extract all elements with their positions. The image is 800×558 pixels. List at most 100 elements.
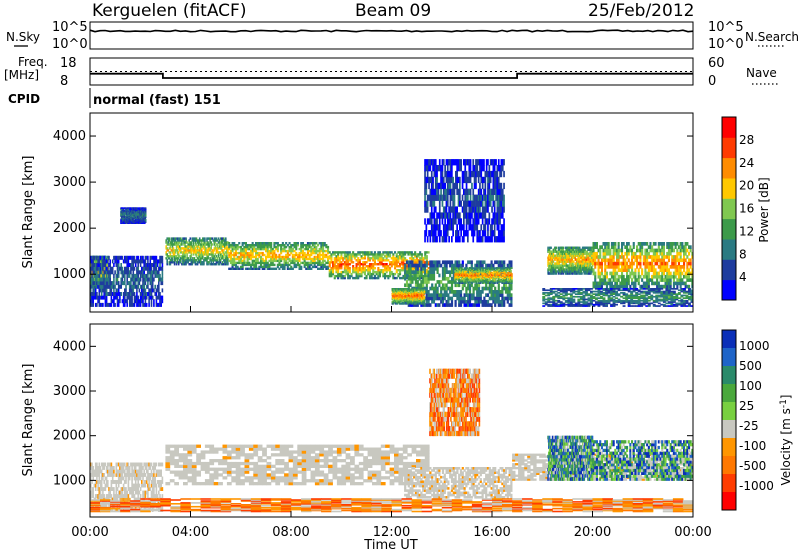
echo-cell: [510, 283, 512, 287]
echo-cell: [447, 277, 449, 281]
echo-cell: [433, 277, 435, 281]
echo-cell: [145, 207, 147, 209]
echo-cell: [128, 259, 130, 263]
echo-cell: [119, 296, 121, 300]
echo-cell: [185, 237, 187, 239]
echo-cell: [411, 280, 413, 284]
echo-cell: [136, 292, 138, 296]
echo-cell: [478, 283, 480, 287]
echo-cell: [437, 267, 439, 271]
echo-cell: [428, 290, 430, 294]
echo-cell: [148, 299, 150, 303]
echo-cell: [426, 287, 428, 291]
echo-cell: [112, 259, 114, 263]
echo-cell: [349, 267, 351, 269]
echo-cell: [162, 299, 164, 303]
echo-cell: [190, 237, 192, 239]
echo-cell: [124, 278, 126, 282]
echo-cell: [491, 287, 493, 291]
echo-cell: [440, 290, 442, 294]
echo-cell: [471, 260, 473, 264]
echo-cell: [499, 267, 501, 269]
echo-cell: [111, 296, 113, 300]
echo-cell: [162, 263, 164, 267]
echo-cell: [126, 299, 128, 303]
echo-cell: [122, 267, 124, 271]
echo-cell: [424, 274, 426, 278]
echo-cell: [106, 288, 108, 292]
echo-cell: [109, 263, 111, 267]
echo-cell: [153, 299, 155, 303]
echo-cell: [124, 303, 126, 307]
echo-cell: [113, 263, 115, 267]
echo-cell: [96, 292, 98, 296]
echo-cell: [505, 279, 507, 281]
echo-cell: [446, 264, 448, 268]
echo-cell: [162, 256, 164, 260]
echo-cell: [417, 267, 419, 271]
echo-cell: [510, 270, 512, 272]
echo-cell: [154, 285, 156, 289]
echo-cell: [162, 288, 164, 292]
echo-cell: [426, 255, 428, 257]
echo-cell: [471, 264, 473, 268]
echo-cell: [451, 287, 453, 291]
echo-cell: [162, 270, 164, 274]
echo-cell: [92, 285, 94, 289]
echo-cell: [158, 270, 160, 274]
echo-cell: [480, 293, 482, 297]
echo-cell: [119, 299, 121, 303]
echo-cell: [446, 290, 448, 294]
echo-cell: [419, 277, 421, 281]
echo-cell: [451, 303, 453, 307]
echo-cell: [444, 297, 446, 301]
echo-cell: [153, 278, 155, 282]
echo-cell: [462, 260, 464, 264]
echo-cell: [147, 256, 149, 260]
echo-cell: [145, 219, 147, 221]
echo-cell: [455, 303, 457, 307]
echo-cell: [410, 267, 412, 271]
echo-cell: [420, 260, 422, 264]
echo-cell: [510, 264, 512, 268]
echo-cell: [137, 263, 139, 267]
echo-cell: [482, 290, 484, 294]
noise-right-tick-top: 10^5: [708, 20, 744, 35]
echo-cell: [135, 263, 137, 267]
echo-cell: [130, 281, 132, 285]
echo-cell: [140, 263, 142, 267]
echo-cell: [494, 287, 496, 291]
echo-cell: [151, 267, 153, 271]
echo-cell: [145, 299, 147, 303]
echo-cell: [464, 297, 466, 301]
echo-cell: [492, 283, 494, 287]
echo-cell: [406, 280, 408, 284]
echo-cell: [464, 283, 466, 287]
echo-cell: [118, 270, 120, 274]
echo-cell: [162, 267, 164, 271]
echo-cell: [273, 264, 275, 266]
echo-cell: [460, 303, 462, 307]
echo-cell: [103, 256, 105, 260]
echo-cell: [105, 263, 107, 267]
echo-cell: [466, 271, 468, 273]
echo-cell: [451, 283, 453, 287]
echo-cell: [498, 297, 500, 301]
echo-cell: [510, 260, 512, 264]
echo-cell: [133, 288, 135, 292]
echo-cell: [118, 274, 120, 278]
echo-cell: [433, 274, 435, 278]
echo-cell: [297, 242, 299, 244]
echo-cell: [511, 273, 513, 275]
echo-cell: [106, 299, 108, 303]
echo-cell: [451, 300, 453, 304]
echo-cell: [151, 299, 153, 303]
echo-cell: [137, 274, 139, 278]
echo-cell: [478, 303, 480, 307]
echo-cell: [449, 274, 451, 278]
echo-cell: [147, 259, 149, 263]
echo-cell: [96, 270, 98, 274]
echo-cell: [437, 270, 439, 274]
echo-cell: [429, 303, 431, 307]
